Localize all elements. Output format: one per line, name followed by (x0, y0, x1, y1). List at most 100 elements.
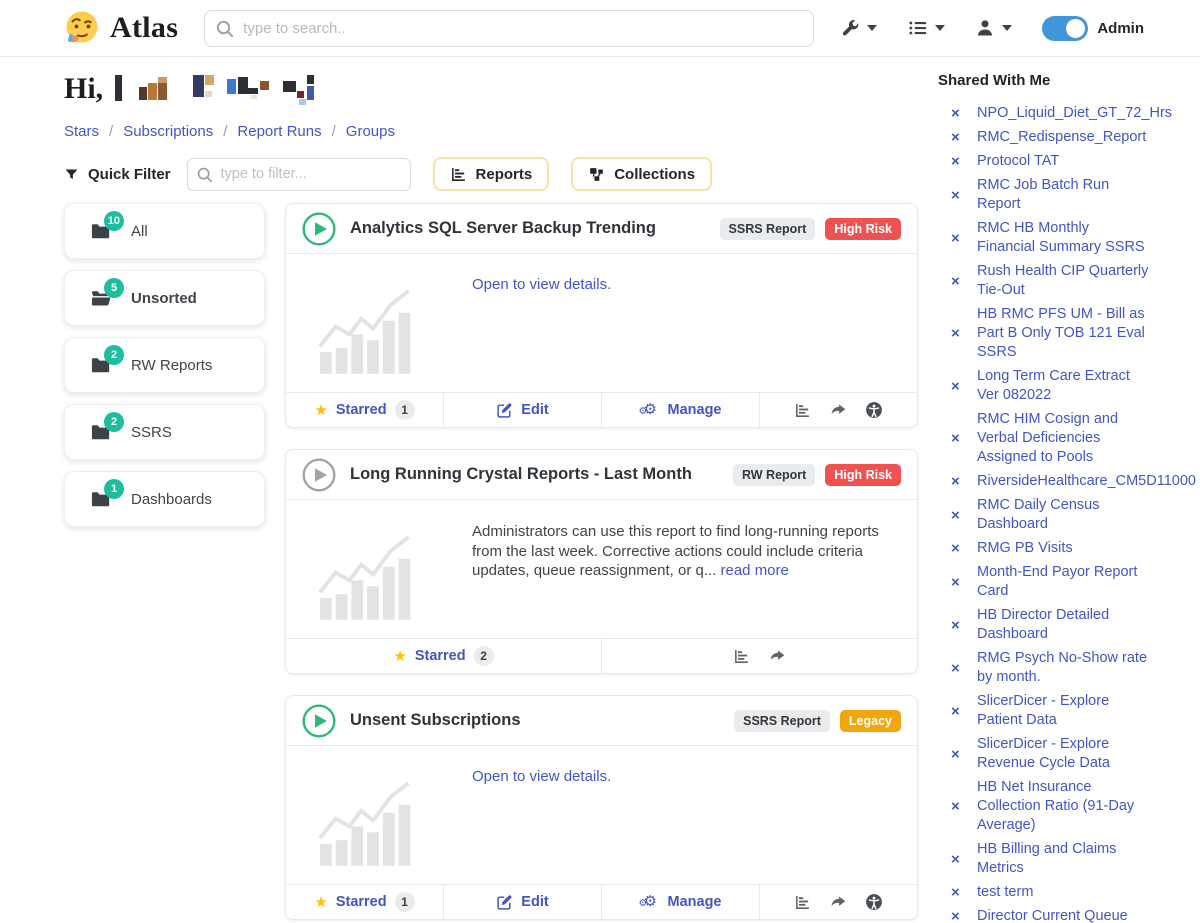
shared-item-link[interactable]: test term (977, 884, 1034, 900)
remove-shared-icon[interactable] (951, 273, 964, 290)
starred-label: Starred (335, 402, 387, 418)
shared-item: Month-End Payor Report Card (951, 563, 1194, 601)
remove-shared-icon[interactable] (951, 473, 964, 490)
edit-button[interactable]: Edit (443, 393, 601, 427)
shared-item-link[interactable]: RMC HIM Cosign and Verbal Deficiencies A… (977, 411, 1119, 465)
remove-shared-icon[interactable] (951, 574, 964, 591)
remove-shared-icon[interactable] (951, 507, 964, 524)
remove-shared-icon[interactable] (951, 884, 964, 901)
shared-item-link[interactable]: RiversideHealthcare_CM5D11000 (977, 473, 1196, 489)
play-icon (302, 703, 336, 738)
open-details-link[interactable]: Open to view details. (472, 276, 612, 293)
folder-rw-reports[interactable]: 2 RW Reports (64, 337, 265, 393)
lists-menu-button[interactable] (907, 18, 946, 38)
accessibility-button[interactable] (865, 401, 883, 419)
remove-shared-icon[interactable] (951, 378, 964, 395)
folder-all[interactable]: 10 All (64, 203, 265, 259)
breadcrumb-stars[interactable]: Stars (64, 123, 123, 140)
shared-item-link[interactable]: Rush Health CIP Quarterly Tie-Out (977, 263, 1149, 298)
shared-item-link[interactable]: RMC Job Batch Run Report (977, 177, 1110, 212)
remove-shared-icon[interactable] (951, 129, 964, 146)
collections-filter-button[interactable]: Collections (571, 157, 713, 191)
shared-item-link[interactable]: HB Billing and Claims Metrics (977, 841, 1117, 876)
shared-item-link[interactable]: RMG Psych No-Show rate by month. (977, 650, 1148, 685)
shared-item-link[interactable]: HB Director Detailed Dashboard (977, 607, 1110, 642)
gears-icon (640, 894, 660, 911)
report-card: Long Running Crystal Reports - Last Mont… (285, 449, 918, 674)
run-report-button[interactable] (302, 703, 336, 738)
accessibility-button[interactable] (865, 893, 883, 911)
card-actions (601, 639, 917, 673)
shared-item-link[interactable]: RMG PB Visits (977, 540, 1073, 556)
report-stats-button[interactable] (794, 402, 811, 419)
edit-button[interactable]: Edit (443, 885, 601, 919)
redacted-username-art (115, 75, 315, 105)
shared-item-link[interactable]: SlicerDicer - Explore Revenue Cycle Data (977, 736, 1110, 771)
folder-ssrs[interactable]: 2 SSRS (64, 404, 265, 460)
shared-item-link[interactable]: Long Term Care Extract Ver 082022 (977, 368, 1130, 403)
manage-button[interactable]: Manage (601, 393, 759, 427)
report-thumbnail-chart (318, 781, 411, 866)
quick-filter-input[interactable] (186, 157, 411, 191)
remove-shared-icon[interactable] (951, 851, 964, 868)
user-menu-button[interactable] (975, 18, 1013, 38)
shared-item-link[interactable]: RMC_Redispense_Report (977, 129, 1147, 145)
remove-shared-icon[interactable] (951, 908, 964, 923)
remove-shared-icon[interactable] (951, 660, 964, 677)
remove-shared-icon[interactable] (951, 153, 964, 170)
breadcrumb-report-runs[interactable]: Report Runs (237, 123, 345, 140)
admin-toggle[interactable] (1042, 15, 1089, 41)
nav-actions: Admin (840, 15, 1144, 41)
report-stats-button[interactable] (733, 648, 750, 665)
remove-shared-icon[interactable] (951, 746, 964, 763)
share-button[interactable] (829, 894, 847, 910)
shared-item-link[interactable]: Protocol TAT (977, 153, 1060, 169)
shared-item-link[interactable]: Director Current Queue (977, 908, 1128, 923)
breadcrumb-subscriptions[interactable]: Subscriptions (123, 123, 237, 140)
run-report-button[interactable] (302, 457, 336, 492)
folder-count-badge: 2 (104, 412, 124, 432)
starred-button[interactable]: Starred 1 (286, 885, 443, 919)
share-button[interactable] (829, 402, 847, 418)
folder-label: All (131, 222, 148, 240)
report-stats-button[interactable] (794, 894, 811, 911)
shared-item-link[interactable]: NPO_Liquid_Diet_GT_72_Hrs (977, 105, 1173, 121)
remove-shared-icon[interactable] (951, 430, 964, 447)
play-icon (302, 211, 336, 246)
share-button[interactable] (768, 648, 786, 664)
starred-button[interactable]: Starred 1 (286, 393, 443, 427)
remove-shared-icon[interactable] (951, 325, 964, 342)
folder-dashboards[interactable]: 1 Dashboards (64, 471, 265, 527)
shared-item-link[interactable]: RMC HB Monthly Financial Summary SSRS (977, 220, 1145, 255)
shared-item-link[interactable]: RMC Daily Census Dashboard (977, 497, 1100, 532)
chevron-down-icon (867, 25, 878, 31)
shared-item-link[interactable]: Month-End Payor Report Card (977, 564, 1138, 599)
chevron-down-icon (935, 25, 946, 31)
remove-shared-icon[interactable] (951, 617, 964, 634)
open-details-link[interactable]: Open to view details. (472, 768, 612, 785)
report-description: Administrators can use this report to fi… (472, 522, 901, 615)
remove-shared-icon[interactable] (951, 798, 964, 815)
manage-button[interactable]: Manage (601, 885, 759, 919)
folder-unsorted[interactable]: 5 Unsorted (64, 270, 265, 326)
starred-button[interactable]: Starred 2 (286, 639, 601, 673)
tools-menu-button[interactable] (840, 18, 878, 38)
card-actions (759, 885, 917, 919)
admin-toggle-group: Admin (1042, 15, 1144, 41)
remove-shared-icon[interactable] (951, 540, 964, 557)
shared-item-link[interactable]: HB Net Insurance Collection Ratio (91-Da… (977, 779, 1135, 833)
shared-item-link[interactable]: HB RMC PFS UM - Bill as Part B Only TOB … (977, 306, 1145, 360)
read-more-link[interactable]: read more (720, 562, 789, 579)
reports-filter-button[interactable]: Reports (432, 157, 550, 191)
remove-shared-icon[interactable] (951, 105, 964, 122)
run-report-button[interactable] (302, 211, 336, 246)
remove-shared-icon[interactable] (951, 230, 964, 247)
collections-icon (590, 167, 604, 181)
brand[interactable]: Atlas (64, 10, 178, 46)
global-search-input[interactable] (204, 9, 815, 47)
remove-shared-icon[interactable] (951, 187, 964, 204)
admin-label: Admin (1097, 19, 1144, 37)
breadcrumb-groups[interactable]: Groups (345, 123, 395, 140)
shared-item-link[interactable]: SlicerDicer - Explore Patient Data (977, 693, 1110, 728)
remove-shared-icon[interactable] (951, 703, 964, 720)
